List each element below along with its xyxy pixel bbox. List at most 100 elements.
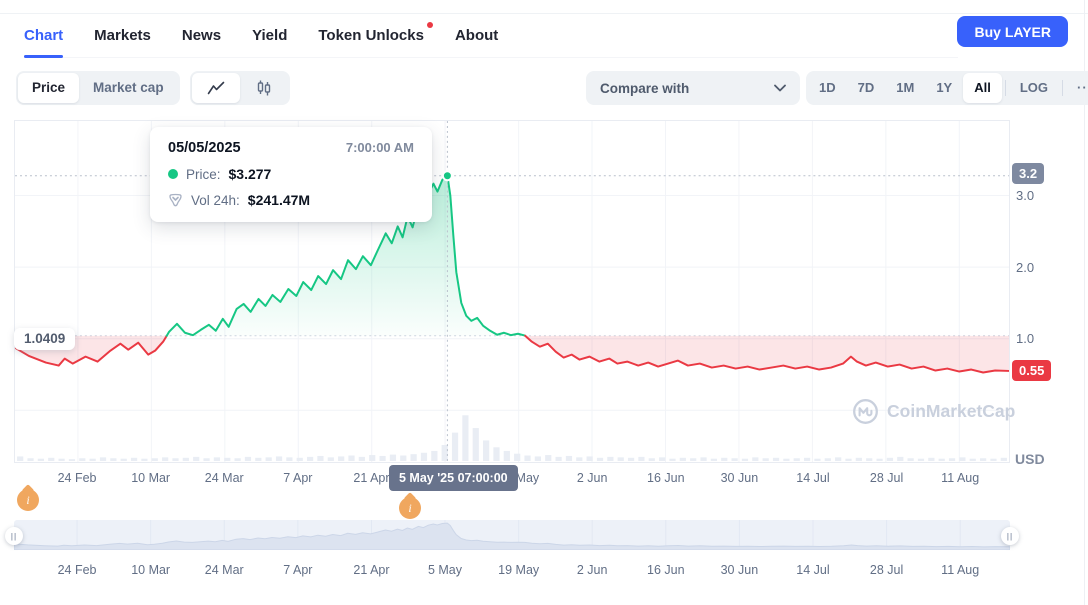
volume-bar (783, 458, 790, 462)
tab-yield[interactable]: Yield (252, 14, 287, 57)
volume-bar (193, 456, 200, 462)
volume-bar (410, 454, 417, 462)
volume-bar (503, 450, 510, 462)
volume-bar (79, 458, 86, 462)
more-options-button[interactable]: ··· (1077, 80, 1088, 95)
volume-bar (897, 456, 904, 462)
volume-bar (886, 457, 894, 462)
navigator-area (14, 522, 1010, 550)
navigator-svg[interactable] (14, 520, 1010, 550)
range-1d[interactable]: 1D (819, 80, 836, 95)
price-area-segment (166, 175, 526, 336)
volume-bar (607, 456, 614, 462)
volume-bar (534, 456, 541, 462)
line-chart-icon[interactable] (192, 73, 240, 103)
metric-option-price[interactable]: Price (18, 73, 80, 103)
volume-bar (545, 455, 552, 462)
volume-bar (338, 456, 345, 462)
log-scale-button[interactable]: LOG (1019, 80, 1049, 95)
volume-bar (379, 455, 386, 462)
volume-bar (296, 457, 303, 462)
notification-dot (426, 22, 433, 28)
volume-bar (244, 456, 252, 462)
compare-with-dropdown[interactable]: Compare with (586, 71, 800, 105)
tab-token-unlocks-label: Token Unlocks (318, 27, 424, 44)
tooltip-price-label: Price: (186, 166, 221, 182)
candlestick-icon[interactable] (240, 73, 288, 103)
volume-bar (876, 458, 883, 462)
tab-yield-label: Yield (252, 27, 288, 44)
volume-bar (980, 458, 987, 462)
x-axis-label: 16 Jun (647, 471, 685, 485)
volume-bar (917, 458, 925, 462)
volume-bar (120, 458, 127, 462)
volume-bar (576, 457, 583, 462)
volume-bar (48, 457, 55, 462)
volume-bar (659, 457, 666, 462)
volume-bar (669, 458, 676, 462)
volume-bar (37, 458, 44, 462)
event-marker-pin[interactable]: i (399, 497, 421, 519)
event-marker-pin[interactable]: i (17, 489, 39, 511)
x-axis-label: 28 Jul (869, 563, 904, 577)
tab-chart[interactable]: Chart (24, 14, 64, 58)
y-axis-peak-badge: 3.2 (1012, 163, 1045, 184)
tab-about[interactable]: About (455, 14, 498, 57)
volume-bar (286, 457, 293, 462)
volume-bar (306, 456, 314, 462)
tab-token-unlocks[interactable]: Token Unlocks (318, 14, 433, 57)
price-line-segment (524, 334, 1009, 374)
divider (1004, 80, 1006, 96)
volume-bar (741, 458, 749, 462)
navigator-right-handle[interactable]: || (1001, 527, 1019, 545)
info-icon: i (408, 500, 412, 515)
y-axis-last-price-badge: 0.55 (1012, 360, 1052, 381)
volume-bar (752, 457, 759, 462)
volume-bar (162, 457, 169, 462)
volume-bar (472, 428, 479, 462)
price-chart-plot[interactable] (14, 120, 1010, 463)
range-all[interactable]: All (963, 73, 1002, 103)
volume-bar (907, 458, 914, 462)
chart-navigator[interactable] (14, 520, 1010, 550)
tooltip-time: 7:00:00 AM (345, 140, 414, 155)
volume-bar (648, 458, 655, 462)
baseline-price-label: 1.0409 (14, 328, 76, 350)
volume-bar (514, 453, 521, 462)
volume-bar (27, 458, 34, 462)
y-axis-label-1: 1.0 (1016, 331, 1035, 346)
volume-bar (731, 458, 738, 462)
range-7d[interactable]: 7D (857, 80, 875, 95)
price-line-segment (165, 174, 527, 337)
crosshair-date-badge: 5 May '25 07:00:00 (389, 465, 518, 491)
coinmarketcap-logo-icon (853, 399, 878, 424)
volume-bar (441, 444, 448, 462)
metric-option-marketcap[interactable]: Market cap (93, 80, 164, 95)
volume-bar (213, 457, 221, 462)
tab-markets-label: Markets (94, 27, 151, 44)
volume-bar (369, 455, 376, 462)
range-1y[interactable]: 1Y (936, 80, 953, 95)
volume-bar (586, 456, 593, 462)
x-axis-label: 21 Apr (353, 563, 390, 577)
navigator-left-handle[interactable]: || (5, 527, 23, 545)
volume-bar (17, 456, 24, 462)
volume-bar (234, 458, 241, 462)
scrollbar-edge (1084, 0, 1085, 605)
volume-bar (938, 458, 945, 462)
y-axis-label-2: 2.0 (1016, 260, 1035, 275)
x-axis-label: 21 Apr (353, 471, 390, 485)
tab-markets[interactable]: Markets (94, 14, 151, 57)
x-axis-label: 5 May (427, 563, 462, 577)
x-axis-label: 24 Feb (57, 563, 97, 577)
range-1m[interactable]: 1M (896, 80, 915, 95)
volume-bar (679, 457, 686, 462)
peak-point-dot (441, 170, 453, 182)
volume-bar (420, 452, 428, 462)
info-icon: i (26, 492, 30, 507)
volume-bar (627, 457, 635, 462)
x-axis-label: 24 Mar (204, 471, 244, 485)
buy-layer-button[interactable]: Buy LAYER (957, 16, 1068, 47)
price-area-segment (525, 335, 1009, 373)
tab-news[interactable]: News (182, 14, 221, 57)
